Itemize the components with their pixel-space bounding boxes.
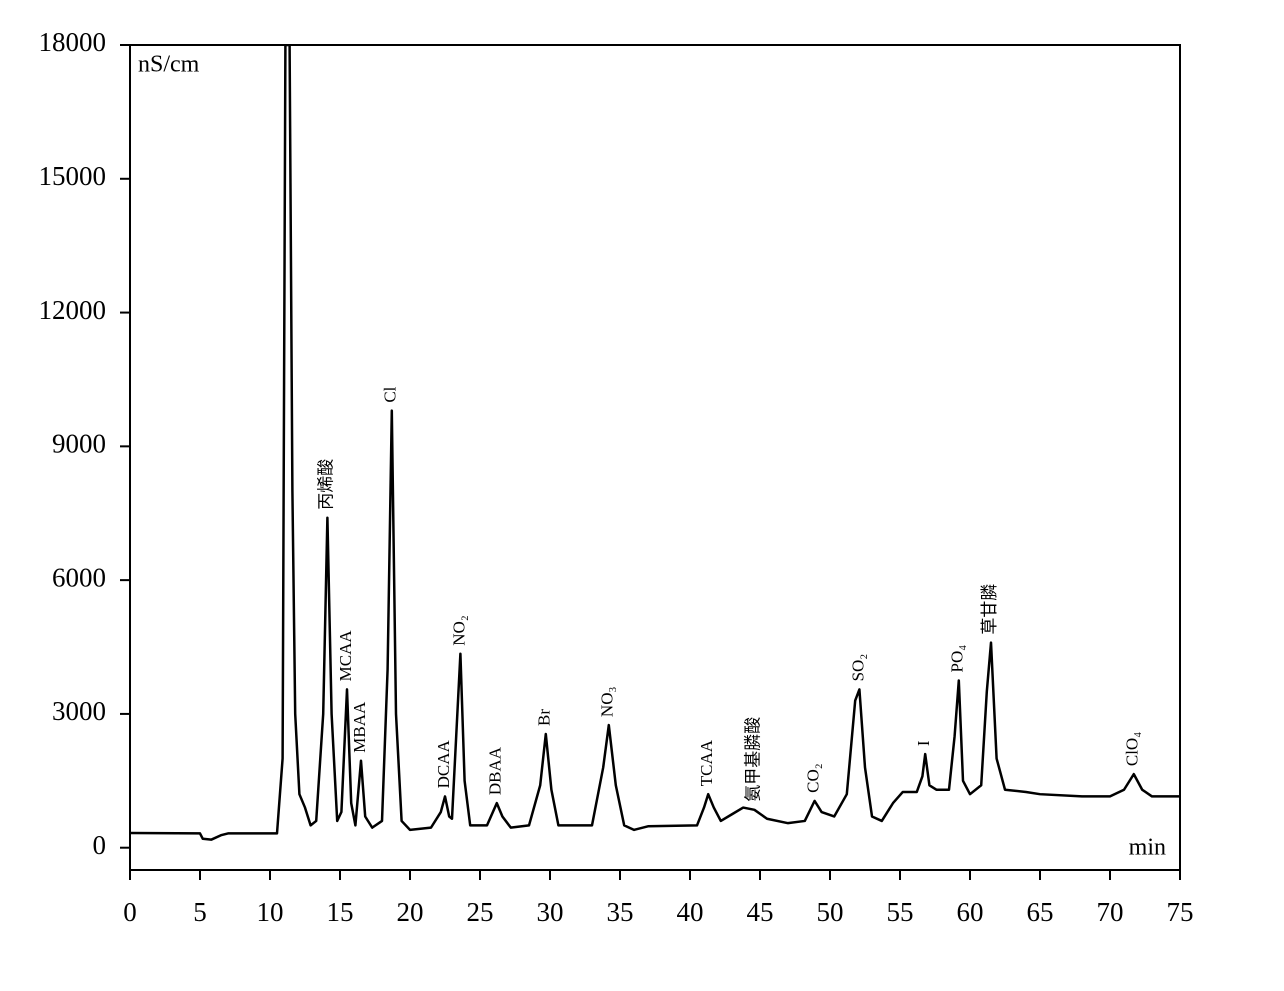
peak-label: Cl (381, 386, 400, 402)
y-tick-label: 15000 (39, 161, 107, 191)
x-tick-label: 35 (607, 897, 634, 927)
peak-label: 氨甲基膦酸 (743, 717, 762, 802)
peak-label: I (914, 740, 933, 746)
y-tick-label: 12000 (39, 295, 107, 325)
y-tick-label: 0 (93, 830, 107, 860)
x-tick-label: 5 (193, 897, 207, 927)
peak-label: DCAA (434, 740, 453, 789)
x-tick-label: 75 (1167, 897, 1194, 927)
x-axis-label: min (1129, 835, 1166, 861)
peak-label: ClO₄ (1123, 732, 1142, 766)
y-axis-label: nS/cm (138, 52, 200, 78)
x-tick-label: 70 (1097, 897, 1124, 927)
peak-label: 草甘膦 (980, 584, 999, 635)
x-tick-label: 0 (123, 897, 137, 927)
x-tick-label: 20 (397, 897, 424, 927)
x-tick-label: 40 (677, 897, 704, 927)
x-tick-label: 15 (327, 897, 354, 927)
y-tick-label: 6000 (52, 562, 106, 592)
x-tick-label: 45 (747, 897, 774, 927)
y-tick-label: 18000 (39, 27, 107, 57)
peak-label: CO₂ (804, 763, 823, 793)
x-tick-label: 10 (257, 897, 284, 927)
peak-label: NO₂ (449, 615, 468, 645)
y-tick-label: 9000 (52, 429, 106, 459)
x-tick-label: 25 (467, 897, 494, 927)
peak-label: Br (535, 709, 554, 726)
peak-label: SO₂ (848, 654, 867, 682)
peak-label: PO₄ (948, 645, 967, 673)
x-tick-label: 50 (817, 897, 844, 927)
x-tick-label: 55 (887, 897, 914, 927)
peak-label: 丙烯酸 (316, 459, 335, 510)
trace (130, 45, 1180, 841)
peak-label: NO₃ (598, 687, 617, 718)
x-tick-label: 65 (1027, 897, 1054, 927)
x-tick-label: 60 (957, 897, 984, 927)
plot-frame (129, 44, 1181, 871)
peak-label: DBAA (486, 746, 505, 795)
peak-label: MBAA (350, 701, 369, 753)
peak-label: TCAA (697, 739, 716, 786)
x-tick-label: 30 (537, 897, 564, 927)
y-tick-label: 3000 (52, 696, 106, 726)
peak-label: MCAA (336, 630, 355, 682)
